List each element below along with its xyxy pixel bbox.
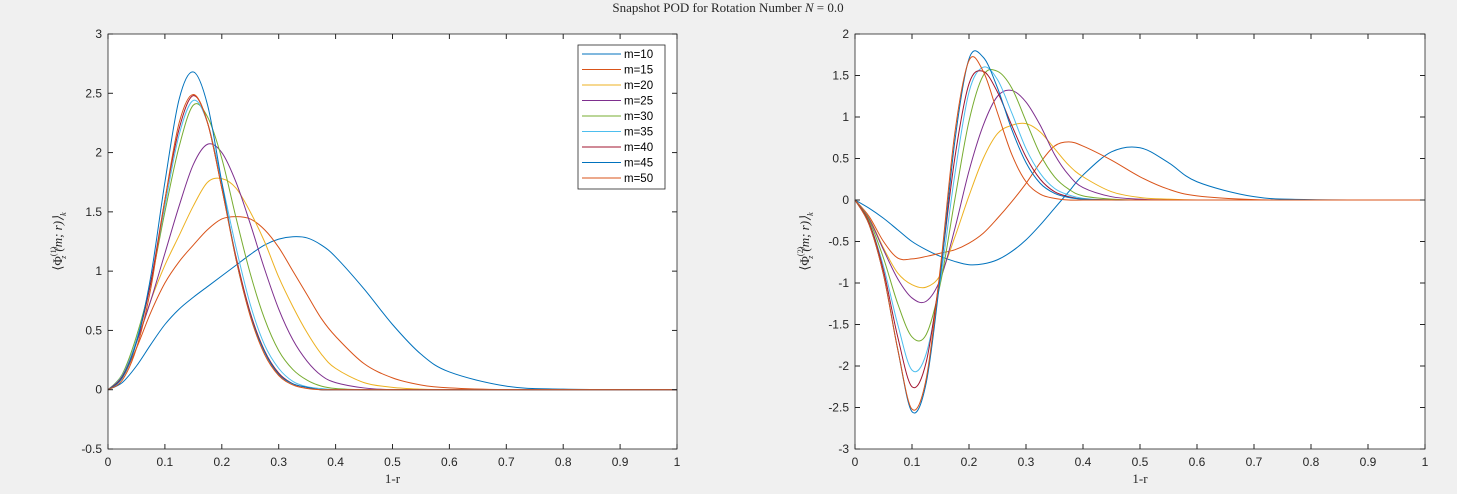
legend-entry: m=10 bbox=[624, 49, 653, 61]
x-tick-label: 0.3 bbox=[270, 455, 287, 469]
legend-entry: m=15 bbox=[624, 65, 653, 77]
legend-entry: m=25 bbox=[624, 96, 653, 108]
series-line-m-10 bbox=[854, 146, 1426, 266]
y-tick-label: 1 bbox=[842, 110, 849, 124]
x-tick-label: 0.1 bbox=[904, 455, 921, 469]
y-tick-label: 0.5 bbox=[85, 323, 102, 337]
legend-entry: m=20 bbox=[624, 80, 653, 92]
x-tick-label: 0.1 bbox=[157, 455, 174, 469]
series-line-m-15 bbox=[854, 141, 1426, 261]
y-tick-label: 0 bbox=[842, 193, 849, 207]
x-tick-label: 0.2 bbox=[961, 455, 978, 469]
series-line-m-15 bbox=[107, 216, 677, 391]
legend-entry: m=50 bbox=[624, 173, 653, 185]
x-tick-label: 0.5 bbox=[1132, 455, 1149, 469]
series-line-m-50 bbox=[107, 93, 677, 391]
x-tick-label: 0.8 bbox=[555, 455, 572, 469]
y-tick-label: 2 bbox=[95, 146, 102, 160]
x-tick-label: 0.4 bbox=[327, 455, 344, 469]
x-axis-label: 1-r bbox=[385, 471, 401, 486]
y-axis-label: ⟨Φ(1)z(m; r)⟩k bbox=[49, 212, 68, 271]
x-tick-label: 1 bbox=[1422, 455, 1429, 469]
legend-entry: m=45 bbox=[624, 158, 653, 170]
x-tick-label: 0.9 bbox=[612, 455, 629, 469]
y-axis-label: ⟨Φ(2)z(m; r)⟩k bbox=[796, 212, 815, 271]
y-tick-label: 1 bbox=[95, 264, 102, 278]
plot-2: 0 0.1 0.2 0.3 0.4 0.5 0.6 0.7 0.8 0.9 1 -3 -2.5 -2 -1.… bbox=[796, 27, 1429, 486]
legend-entry: m=35 bbox=[624, 127, 653, 139]
y-tick-label: 2 bbox=[842, 27, 849, 41]
x-tick-label: 0.2 bbox=[213, 455, 230, 469]
x-tick-label: 0.3 bbox=[1018, 455, 1035, 469]
y-tick-label: -1 bbox=[838, 276, 849, 290]
plot-1: 0 0.1 0.2 0.3 0.4 0.5 0.6 0.7 0.8 0.9 1-0.500.511.… bbox=[49, 27, 681, 486]
x-tick-label: 0.8 bbox=[1303, 455, 1320, 469]
y-tick-label: 1.5 bbox=[832, 69, 849, 83]
x-tick-label: 0.7 bbox=[498, 455, 515, 469]
y-tick-label: -2 bbox=[838, 359, 849, 373]
y-tick-label: 2.5 bbox=[85, 86, 102, 100]
figure-title: Snapshot POD for Rotation Number N = 0.0 bbox=[612, 0, 843, 15]
y-tick-label: 0 bbox=[95, 383, 102, 397]
y-tick-label: -1.5 bbox=[828, 318, 849, 332]
y-tick-label: -3 bbox=[838, 442, 849, 456]
x-tick-label: 0.6 bbox=[441, 455, 458, 469]
x-tick-label: 0 bbox=[105, 455, 112, 469]
y-tick-label: 0.5 bbox=[832, 152, 849, 166]
y-tick-label: -2.5 bbox=[828, 401, 849, 415]
x-axis-label: 1-r bbox=[1132, 471, 1148, 486]
legend-entry: m=30 bbox=[624, 111, 653, 123]
x-tick-label: 1 bbox=[674, 455, 681, 469]
legend[interactable]: m=10 m=15 m=20 m=25 m=30 m=35 m=40 m=45 m=50 bbox=[577, 44, 666, 190]
y-tick-label: 3 bbox=[95, 27, 102, 41]
x-tick-label: 0.6 bbox=[1189, 455, 1206, 469]
y-tick-label: -0.5 bbox=[828, 235, 849, 249]
legend-entry: m=40 bbox=[624, 142, 653, 154]
y-tick-label: 1.5 bbox=[85, 205, 102, 219]
plot-area bbox=[855, 34, 1425, 449]
x-tick-label: 0 bbox=[852, 455, 859, 469]
series-line-m-50 bbox=[854, 56, 1425, 411]
x-tick-label: 0.7 bbox=[1246, 455, 1263, 469]
y-tick-label: -0.5 bbox=[81, 442, 102, 456]
x-tick-label: 0.9 bbox=[1360, 455, 1377, 469]
x-tick-label: 0.5 bbox=[384, 455, 401, 469]
x-tick-label: 0.4 bbox=[1075, 455, 1092, 469]
